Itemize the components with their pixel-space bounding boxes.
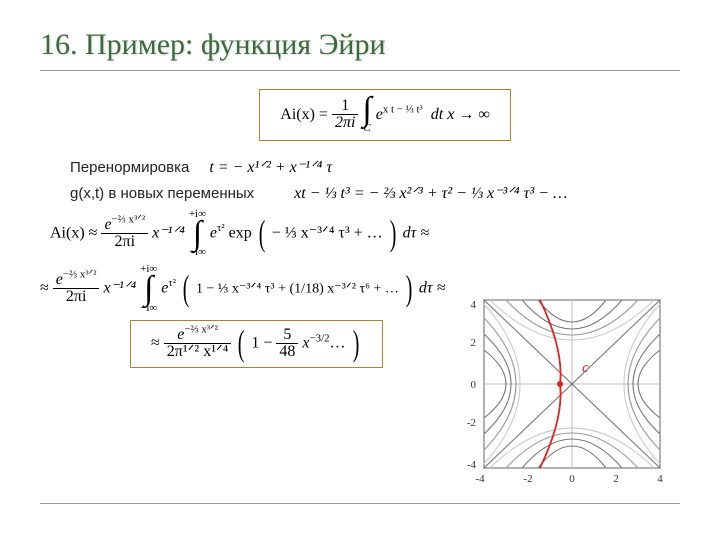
math-renorm: t = − x¹ᐟ² + x⁻¹ᐟ⁴ τ (209, 159, 332, 176)
svg-text:4: 4 (471, 299, 477, 311)
airy-exp: x t − ⅓ t³ (383, 103, 423, 115)
airy-tail: dt x → ∞ (431, 106, 490, 123)
page-title: 16. Пример: функция Эйри (40, 28, 680, 62)
svg-text:-2: -2 (523, 473, 532, 484)
expansion-line-1: Ai(x) ≈ e−⅔ x³ᐟ² 2πi x⁻¹ᐟ⁴ +i∞ ∫ −i∞ eτ²… (50, 209, 680, 258)
saddle-point (557, 381, 563, 387)
contour-plot: c -4 -2 0 2 4 -4 -2 0 2 4 (460, 294, 670, 484)
box-airy-definition: Ai(x) = 1 2πi ∫ C ex t − ⅓ t³ dt x → ∞ (259, 89, 510, 141)
svg-text:2: 2 (613, 473, 619, 484)
caption-renorm: Перенормировка (70, 159, 189, 176)
saddle-label: c (582, 360, 589, 376)
rule-top (40, 70, 680, 71)
svg-text:4: 4 (657, 473, 663, 484)
svg-text:-4: -4 (467, 459, 477, 471)
svg-text:0: 0 (569, 473, 575, 484)
svg-text:0: 0 (471, 379, 477, 391)
airy-den: 2πi (332, 115, 358, 132)
expansion-line-2: ≈ e−⅔ x³ᐟ² 2πi x⁻¹ᐟ⁴ +i∞ ∫ −i∞ eτ² ( 1 −… (40, 264, 470, 313)
caption-gnew: g(x,t) в новых переменных (70, 185, 254, 202)
svg-text:2: 2 (471, 337, 477, 349)
math-gnew: xt − ⅓ t³ = − ⅔ x²ᐟ³ + τ² − ⅓ x⁻³ᐟ⁴ τ³ −… (294, 185, 567, 202)
rule-bottom (40, 503, 680, 504)
svg-text:-2: -2 (467, 417, 476, 429)
svg-text:-4: -4 (475, 473, 485, 484)
box-final-result: ≈ e−⅔ x³ᐟ² 2π¹ᐟ² x¹ᐟ⁴ ( 1 − 548 x−3/2… ) (130, 320, 383, 368)
airy-lhs: Ai(x) = (280, 106, 328, 123)
airy-num: 1 (332, 98, 358, 115)
